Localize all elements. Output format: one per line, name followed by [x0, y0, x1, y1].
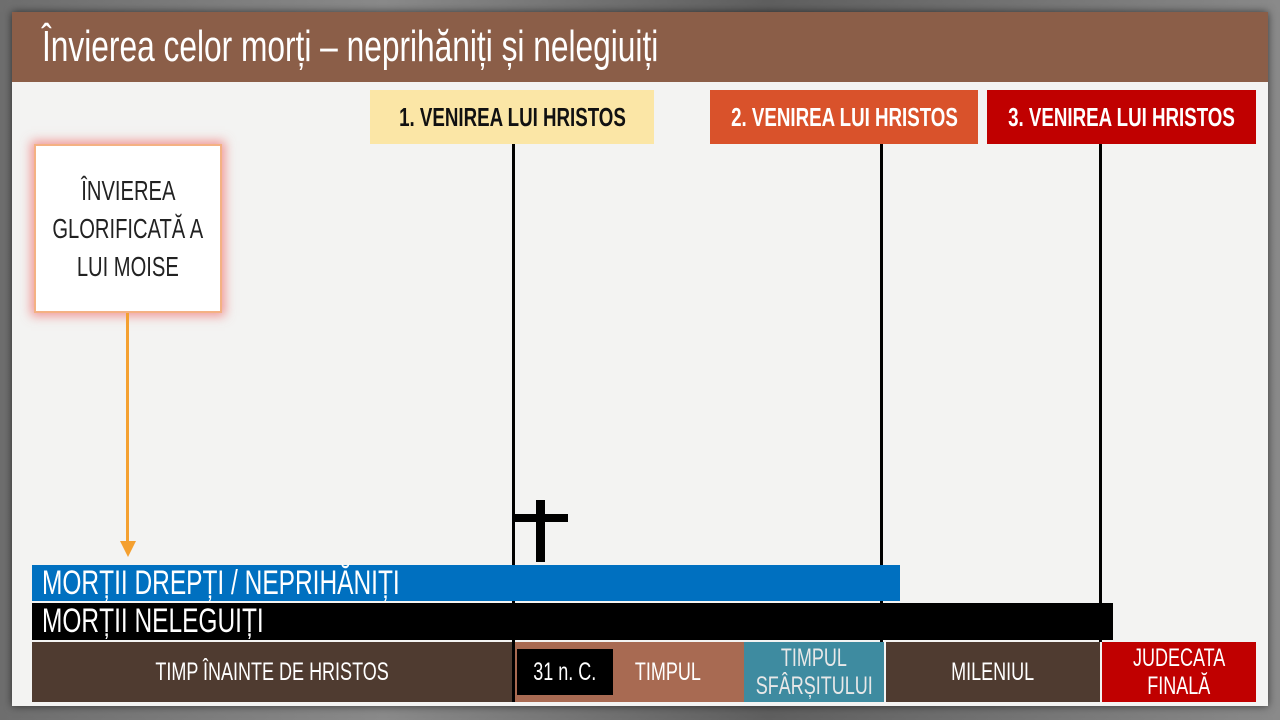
header-first-coming: 1. VENIREA LUI HRISTOS: [370, 90, 654, 144]
timeline-end-time: TIMPUL SFÂRȘITULUI: [744, 642, 884, 702]
third-coming-line: [1099, 144, 1102, 642]
arrow-down-icon: [120, 313, 136, 559]
timeline-final-judgment: JUDECATA FINALĂ: [1102, 642, 1256, 702]
timeline-year-31ad: 31 n. C.: [517, 649, 613, 695]
timeline-millennium: MILENIUL: [886, 642, 1100, 702]
title-bar: Învierea celor morți – neprihăniți și ne…: [12, 12, 1268, 82]
first-coming-line: [512, 144, 515, 702]
wicked-dead-bar: MORȚII NELEGUIȚI: [32, 602, 1113, 640]
cross-icon: [514, 500, 568, 562]
header-second-coming: 2. VENIREA LUI HRISTOS: [710, 90, 978, 144]
timeline-before-christ: TIMP ÎNAINTE DE HRISTOS: [32, 642, 512, 702]
slide-title: Învierea celor morți – neprihăniți și ne…: [42, 22, 659, 71]
moses-resurrection-box: ÎNVIEREA GLORIFICATĂ A LUI MOISE: [34, 144, 222, 313]
header-third-coming: 3. VENIREA LUI HRISTOS: [987, 90, 1256, 144]
second-coming-line: [880, 144, 883, 642]
righteous-dead-bar: MORȚII DREPȚI / NEPRIHĂNIȚI: [32, 564, 900, 602]
